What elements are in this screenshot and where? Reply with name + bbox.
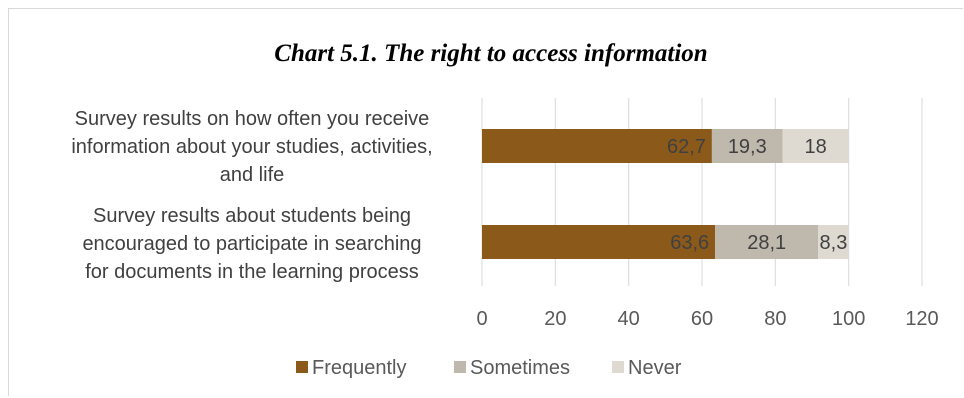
bar-never: [782, 129, 849, 163]
data-label: 63,6: [670, 232, 709, 254]
data-label: 28,1: [747, 232, 786, 254]
bar-never: [818, 225, 849, 259]
category-label-line: and life: [220, 164, 285, 186]
legend-swatch-frequently: [296, 361, 308, 373]
data-label: 62,7: [667, 136, 706, 158]
category-label-line: for documents in the learning process: [85, 261, 419, 283]
legend-swatch-never: [612, 361, 624, 373]
legend-label: Frequently: [312, 357, 407, 379]
bar-sometimes: [715, 225, 819, 259]
legend-swatch-sometimes: [454, 361, 466, 373]
bar-frequently: [482, 225, 716, 259]
x-tick-label: 100: [832, 308, 865, 330]
x-tick-label: 40: [618, 308, 640, 330]
x-axis-ticks: 0 20 40 60 80 100 120: [476, 308, 938, 330]
category-label-line: information about your studies, activiti…: [71, 136, 432, 158]
bar-frequently: [482, 129, 712, 163]
category-labels: Survey results on how often you receive i…: [71, 108, 432, 283]
x-tick-label: 0: [476, 308, 487, 330]
data-label: 8,3: [820, 232, 848, 254]
data-label: 18: [805, 136, 827, 158]
legend: Frequently Sometimes Never: [296, 357, 682, 379]
x-tick-label: 20: [544, 308, 566, 330]
legend-label: Sometimes: [470, 357, 570, 379]
category-label-line: encouraged to participate in searching: [82, 233, 421, 255]
bars: 62,7 19,3 18 63,6 28,1 8,3: [482, 129, 849, 259]
x-tick-label: 60: [691, 308, 713, 330]
x-tick-label: 120: [905, 308, 938, 330]
data-label: 19,3: [728, 136, 767, 158]
category-label-line: Survey results on how often you receive: [75, 108, 430, 130]
bar-sometimes: [711, 129, 783, 163]
legend-label: Never: [628, 357, 682, 379]
x-tick-label: 80: [764, 308, 786, 330]
chart-title: Chart 5.1. The right to access informati…: [274, 40, 707, 67]
chart-frame: [8, 8, 963, 396]
category-label-line: Survey results about students being: [93, 205, 411, 227]
